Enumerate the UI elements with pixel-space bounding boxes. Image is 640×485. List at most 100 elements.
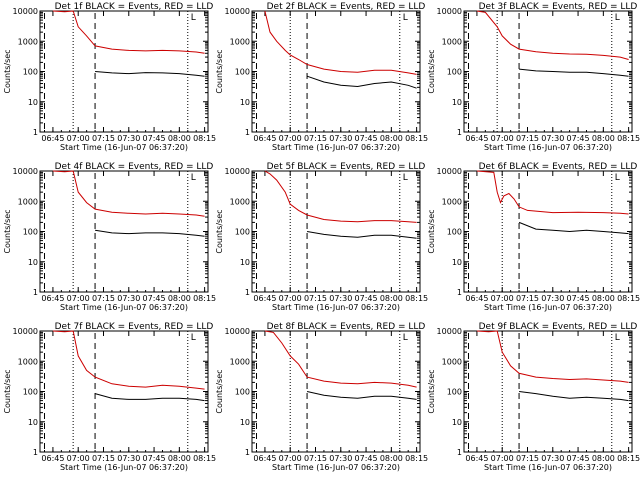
- x-tick-label: 07:30: [117, 134, 140, 143]
- x-tick-label: 07:30: [541, 134, 564, 143]
- detector-panel-9: Det 9f BLACK = Events, RED = LLD 1 10 100 10…: [427, 322, 640, 472]
- plot-frame: [39, 170, 209, 293]
- x-tick-label: 07:45: [143, 294, 166, 303]
- y-axis-label: Counts/sec: [3, 369, 12, 413]
- y-tick-label: 1: [245, 448, 250, 457]
- plot-frame: [251, 10, 421, 133]
- y-tick-label: 1: [245, 128, 250, 137]
- corner-mark: L: [403, 173, 408, 183]
- panel-title: Det 9f BLACK = Events, RED = LLD: [479, 322, 638, 332]
- x-tick-label: 07:15: [304, 134, 327, 143]
- x-tick-label: 07:45: [355, 294, 378, 303]
- y-tick-label: 1000: [18, 357, 38, 366]
- y-tick-label: 10: [452, 418, 462, 427]
- series-line-events: [307, 231, 417, 239]
- x-tick-label: 06:45: [41, 294, 64, 303]
- plot-frame: [39, 10, 209, 133]
- y-tick-label: 10000: [437, 7, 462, 16]
- corner-mark: L: [191, 13, 196, 23]
- corner-mark: L: [403, 333, 408, 343]
- series-line-events: [519, 68, 629, 77]
- y-tick-label: 10: [28, 258, 38, 267]
- y-tick-label: 1000: [230, 357, 250, 366]
- x-axis-label: Start Time (16-Jun-07 06:37:20): [484, 463, 612, 472]
- x-tick-label: 07:30: [541, 454, 564, 463]
- series-line-lld: [264, 330, 417, 388]
- y-tick-label: 100: [23, 388, 38, 397]
- y-tick-label: 100: [235, 228, 250, 237]
- series-line-events: [95, 71, 205, 77]
- y-tick-label: 10: [452, 98, 462, 107]
- plot-frame: [463, 330, 633, 453]
- series-line-lld: [476, 330, 629, 383]
- corner-mark: L: [615, 173, 620, 183]
- x-axis-label: Start Time (16-Jun-07 06:37:20): [484, 143, 612, 152]
- x-axis-label: Start Time (16-Jun-07 06:37:20): [60, 303, 188, 312]
- x-tick-label: 07:30: [541, 294, 564, 303]
- x-axis-label: Start Time (16-Jun-07 06:37:20): [60, 463, 188, 472]
- x-tick-label: 08:00: [380, 134, 403, 143]
- x-tick-label: 08:00: [168, 134, 191, 143]
- x-tick-label: 07:00: [67, 294, 90, 303]
- panel-title: Det 7f BLACK = Events, RED = LLD: [55, 322, 214, 332]
- x-tick-label: 08:15: [193, 294, 216, 303]
- panel-title: Det 6f BLACK = Events, RED = LLD: [479, 162, 638, 172]
- detector-panel-6: Det 6f BLACK = Events, RED = LLD 1 10 100 10…: [427, 162, 640, 312]
- y-tick-label: 10: [240, 258, 250, 267]
- x-tick-label: 08:15: [405, 294, 428, 303]
- x-tick-label: 08:00: [592, 454, 615, 463]
- panel-title: Det 2f BLACK = Events, RED = LLD: [267, 2, 426, 12]
- x-tick-label: 07:00: [279, 454, 302, 463]
- plot-frame: [251, 170, 421, 293]
- x-tick-label: 08:00: [380, 454, 403, 463]
- y-tick-label: 10: [240, 418, 250, 427]
- x-tick-label: 07:15: [92, 294, 115, 303]
- y-tick-label: 10000: [225, 167, 250, 176]
- y-tick-label: 10000: [437, 167, 462, 176]
- x-tick-label: 08:00: [168, 294, 191, 303]
- x-tick-label: 06:45: [41, 454, 64, 463]
- x-tick-label: 07:30: [329, 134, 352, 143]
- series-line-lld: [52, 330, 205, 390]
- series-line-lld: [476, 10, 629, 60]
- x-tick-label: 07:00: [67, 454, 90, 463]
- panel-title: Det 4f BLACK = Events, RED = LLD: [55, 162, 214, 172]
- x-tick-label: 07:15: [92, 134, 115, 143]
- y-tick-label: 10000: [13, 167, 38, 176]
- y-tick-label: 10000: [225, 7, 250, 16]
- x-tick-label: 07:45: [355, 134, 378, 143]
- y-tick-label: 100: [235, 68, 250, 77]
- x-tick-label: 06:45: [41, 134, 64, 143]
- x-tick-label: 08:15: [617, 294, 640, 303]
- y-tick-label: 1000: [18, 197, 38, 206]
- detector-panel-7: Det 7f BLACK = Events, RED = LLD 1 10 100 10…: [3, 322, 216, 472]
- detector-panel-2: Det 2f BLACK = Events, RED = LLD 1 10 100 10…: [215, 2, 428, 152]
- x-tick-label: 06:45: [465, 294, 488, 303]
- series-line-lld: [52, 170, 205, 217]
- x-tick-label: 06:45: [253, 454, 276, 463]
- corner-mark: L: [403, 13, 408, 23]
- x-tick-label: 08:15: [405, 134, 428, 143]
- series-line-lld: [476, 170, 629, 215]
- y-tick-label: 1000: [442, 357, 462, 366]
- series-line-lld: [264, 170, 417, 223]
- x-tick-label: 07:45: [143, 454, 166, 463]
- x-tick-label: 07:30: [329, 294, 352, 303]
- x-tick-label: 07:00: [491, 134, 514, 143]
- x-tick-label: 08:00: [168, 454, 191, 463]
- y-tick-label: 1: [457, 288, 462, 297]
- x-tick-label: 07:00: [67, 134, 90, 143]
- x-tick-label: 07:00: [279, 294, 302, 303]
- series-line-events: [94, 393, 205, 402]
- y-axis-label: Counts/sec: [215, 369, 224, 413]
- x-tick-label: 07:30: [117, 454, 140, 463]
- y-axis-label: Counts/sec: [215, 49, 224, 93]
- x-tick-label: 07:15: [304, 454, 327, 463]
- x-tick-label: 08:15: [617, 134, 640, 143]
- x-tick-label: 06:45: [465, 134, 488, 143]
- x-tick-label: 07:30: [117, 294, 140, 303]
- x-tick-label: 08:15: [193, 454, 216, 463]
- y-axis-label: Counts/sec: [215, 209, 224, 253]
